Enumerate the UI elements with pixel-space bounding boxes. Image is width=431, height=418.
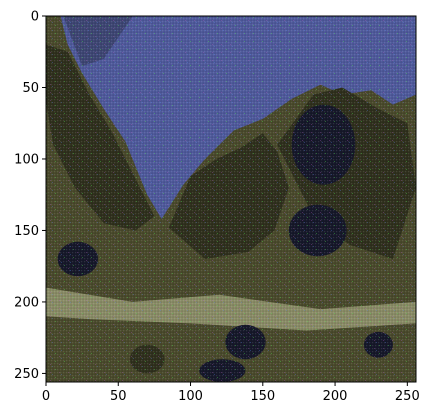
y-tick-label: 150 (14, 224, 39, 239)
y-tick-label: 0 (31, 10, 39, 25)
x-axis: 0 50 100 150 200 250 (42, 382, 420, 404)
y-axis: 0 50 100 150 200 250 (14, 10, 46, 382)
x-tick-label: 200 (323, 389, 348, 404)
x-tick-label: 50 (110, 389, 127, 404)
x-tick-label: 100 (178, 389, 203, 404)
image-area (46, 16, 416, 382)
x-tick-label: 250 (395, 389, 420, 404)
y-tick-label: 200 (14, 295, 39, 310)
x-tick-label: 150 (250, 389, 275, 404)
y-tick-label: 50 (22, 81, 39, 96)
y-tick-label: 250 (14, 367, 39, 382)
color-speckle (46, 16, 416, 382)
plot-frame (45, 15, 417, 383)
y-tick-label: 100 (14, 152, 39, 167)
x-tick-label: 0 (42, 389, 50, 404)
